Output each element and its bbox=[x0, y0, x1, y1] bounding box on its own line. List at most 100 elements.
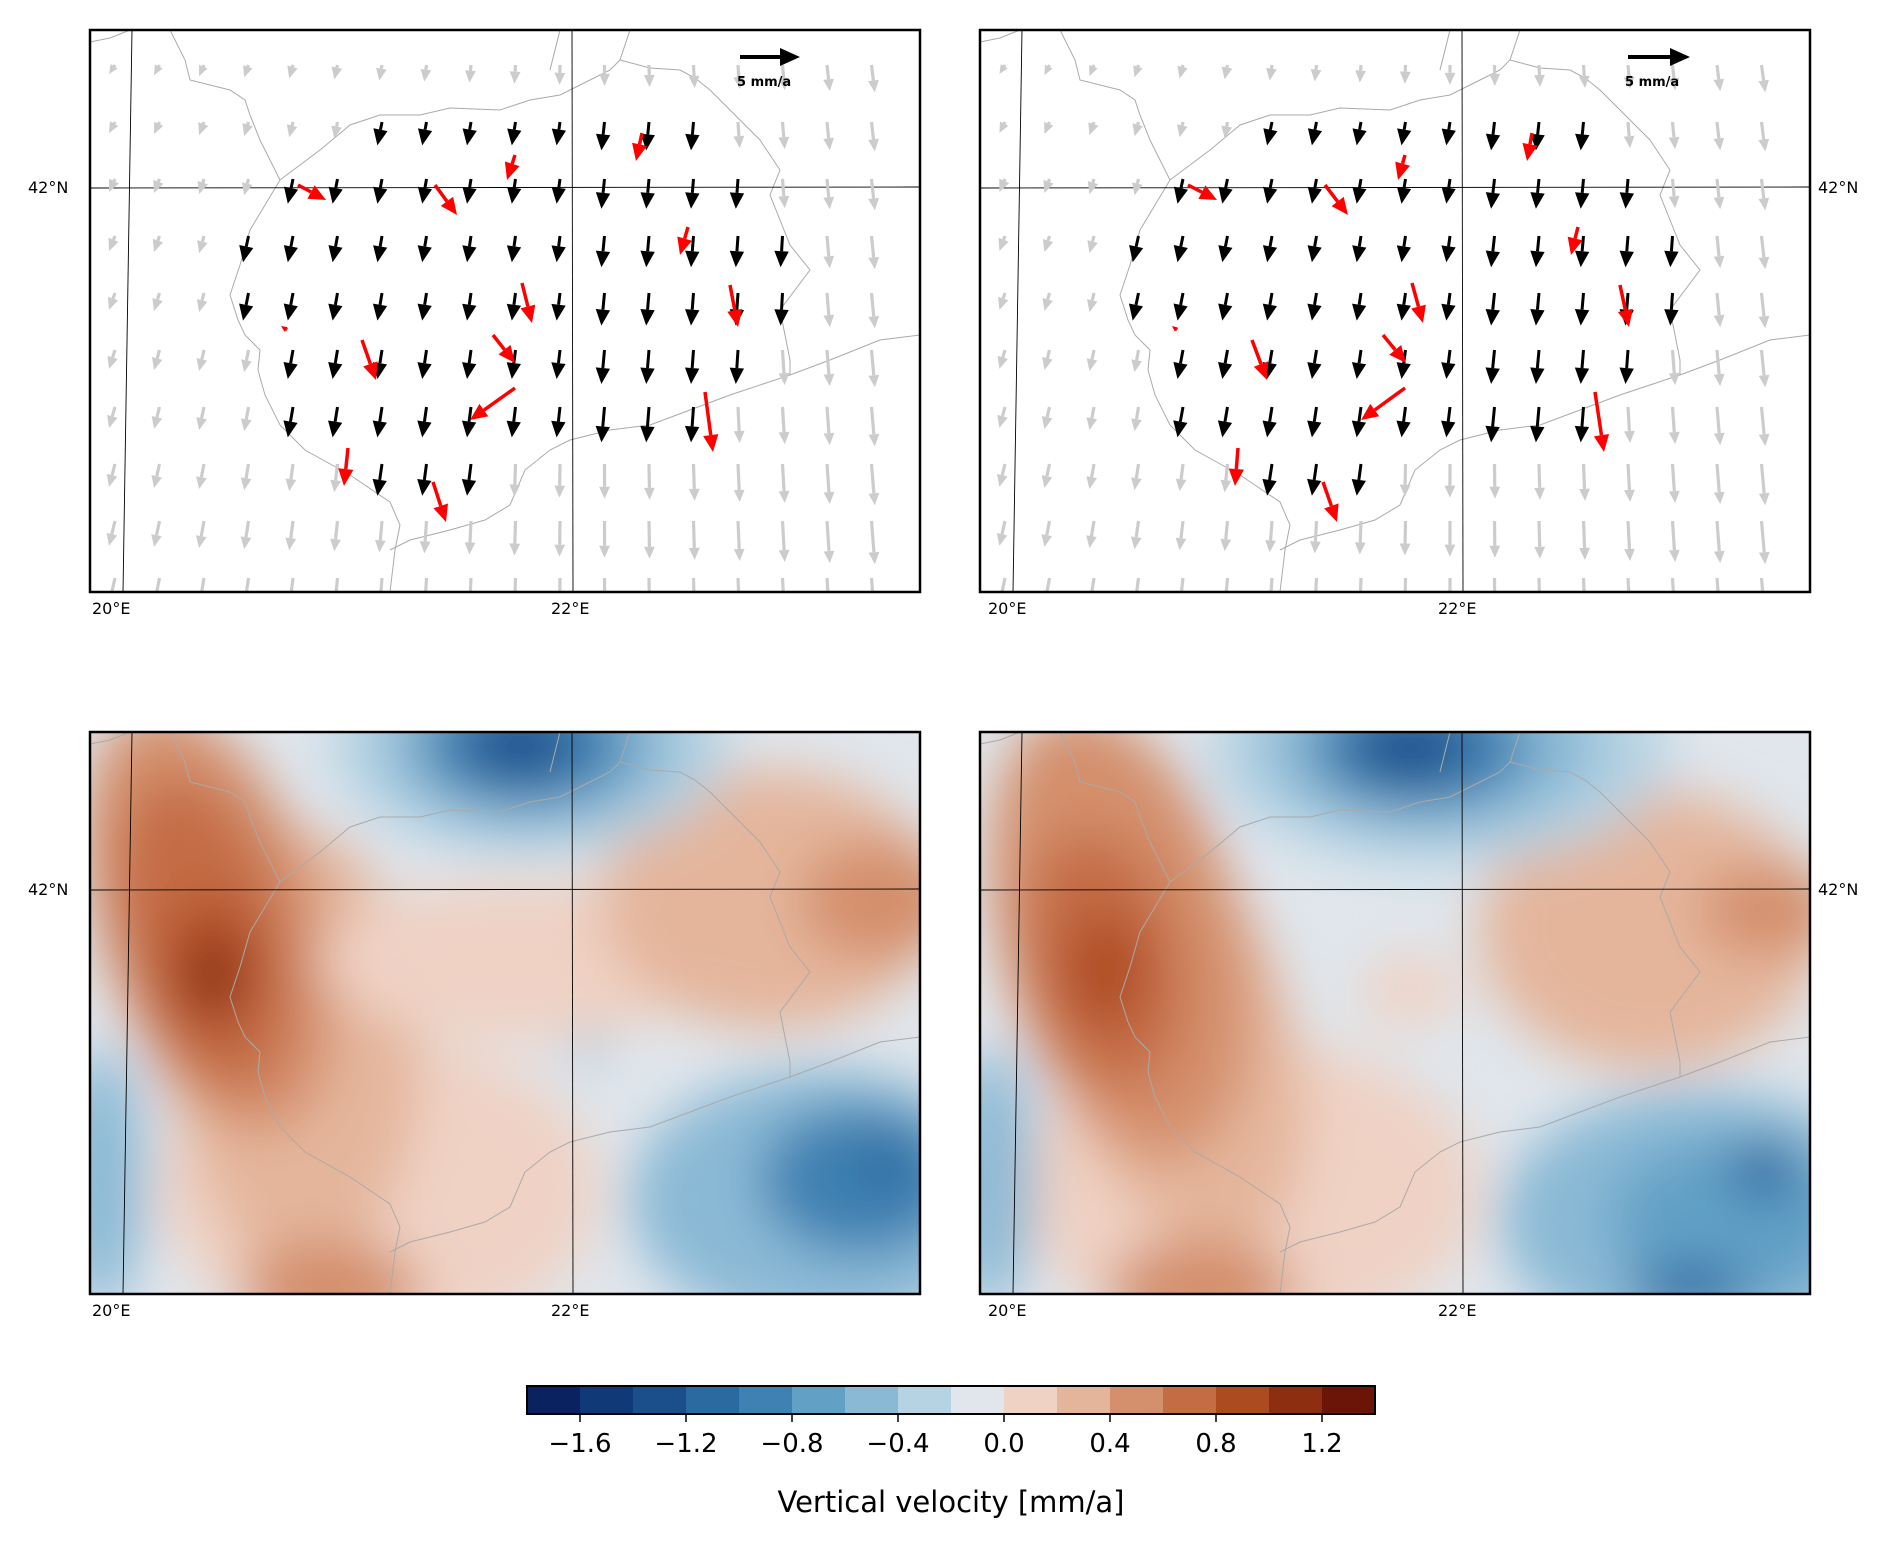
vector-arrow-outside-head bbox=[1669, 609, 1680, 621]
vector-arrow-inside-shaft bbox=[648, 350, 649, 368]
vector-arrow-outside-shaft bbox=[426, 65, 427, 70]
vector-arrow-inside-shaft bbox=[648, 179, 649, 193]
vector-arrow-outside-shaft bbox=[1226, 464, 1228, 480]
vector-arrow-outside-shaft bbox=[1136, 407, 1138, 419]
vector-arrow-inside-shaft bbox=[558, 350, 560, 363]
vector-arrow-outside-shaft bbox=[1717, 179, 1719, 197]
vector-arrow-outside-head bbox=[1400, 602, 1411, 614]
vector-arrow-inside-shaft bbox=[1270, 179, 1272, 188]
vector-arrow-outside-shaft bbox=[1004, 179, 1005, 181]
scale-label: 5 mm/a bbox=[737, 75, 791, 90]
vector-arrow-inside-shaft bbox=[1404, 293, 1406, 305]
vector-arrow-inside-shaft bbox=[1493, 350, 1495, 368]
vector-arrow-outside-shaft bbox=[1182, 122, 1183, 126]
vector-arrow-outside-shaft bbox=[1315, 578, 1316, 600]
vector-arrow-outside-shaft bbox=[158, 293, 160, 300]
vector-arrow-inside-shaft bbox=[514, 407, 516, 422]
panel-top-right: 5 mm/a 42°N 20°E 22°E bbox=[980, 30, 1858, 623]
vector-arrow-outside-shaft bbox=[291, 521, 293, 538]
vector-arrow-outside-shaft bbox=[1093, 65, 1094, 67]
vector-arrow-outside-shaft bbox=[113, 350, 115, 357]
vector-arrow-outside-head bbox=[689, 607, 700, 619]
vector-arrow-inside-shaft bbox=[1404, 179, 1405, 188]
vector-arrow-outside-head bbox=[375, 599, 386, 611]
vector-arrow-inside-shaft bbox=[737, 179, 738, 193]
lat-label: 42°N bbox=[1818, 880, 1858, 899]
vector-arrow-outside-shaft bbox=[1315, 521, 1316, 541]
vector-arrow-inside-shaft bbox=[692, 122, 693, 134]
vector-arrow-outside-head bbox=[1176, 597, 1187, 610]
vector-arrow-outside-head bbox=[465, 601, 476, 613]
vector-arrow-outside-head bbox=[1759, 611, 1770, 623]
vector-arrow-inside-shaft bbox=[380, 179, 382, 188]
vector-arrow-outside-shaft bbox=[783, 350, 784, 373]
vector-arrow-inside-shaft bbox=[1671, 236, 1672, 251]
vector-arrow-outside-shaft bbox=[470, 65, 471, 71]
lon-label-20: 20°E bbox=[988, 1301, 1026, 1320]
vector-arrow-outside-shaft bbox=[872, 122, 874, 139]
vector-arrow-outside-head bbox=[1355, 601, 1366, 613]
colorbar-cell bbox=[1004, 1386, 1058, 1414]
vector-arrow-outside-shaft bbox=[1584, 65, 1585, 76]
vector-arrow-inside-shaft bbox=[648, 122, 649, 134]
vector-arrow-inside-shaft bbox=[336, 236, 338, 246]
vector-arrow-outside-shaft bbox=[470, 578, 471, 601]
vector-arrow-outside-shaft bbox=[783, 122, 784, 137]
colorbar-cells bbox=[527, 1386, 1376, 1414]
vector-arrow-outside-head bbox=[779, 609, 790, 621]
vector-arrow-outside-shaft bbox=[1226, 521, 1228, 539]
vector-arrow-inside-shaft bbox=[692, 236, 693, 251]
vector-arrow-inside-shaft bbox=[424, 407, 426, 422]
vector-arrow-outside-shaft bbox=[1138, 122, 1139, 125]
vector-arrow-inside-shaft bbox=[1493, 407, 1495, 426]
vector-arrow-inside-shaft bbox=[425, 293, 427, 305]
vector-arrow-outside-head bbox=[285, 597, 296, 610]
vector-arrow-inside-shaft bbox=[380, 236, 382, 246]
vector-arrow-inside-shaft bbox=[1493, 236, 1495, 251]
vector-arrow-outside-shaft bbox=[872, 65, 874, 80]
vector-arrow-outside-shaft bbox=[827, 236, 829, 256]
vector-arrow-outside-shaft bbox=[202, 293, 204, 300]
vector-arrow-inside-shaft bbox=[424, 464, 426, 480]
vector-arrow-outside-shaft bbox=[1673, 578, 1675, 609]
vector-arrow-outside-shaft bbox=[380, 521, 382, 540]
vector-arrow-inside-shaft bbox=[514, 179, 515, 188]
vector-arrow-inside-shaft bbox=[1627, 179, 1628, 193]
vector-arrow-inside-shaft bbox=[603, 179, 604, 193]
vector-arrow-outside-shaft bbox=[1226, 578, 1228, 598]
vector-arrow-inside-shaft bbox=[1359, 293, 1361, 305]
vector-arrow-inside-shaft bbox=[1582, 350, 1583, 368]
vector-arrow-inside-shaft bbox=[1270, 122, 1272, 130]
vector-arrow-outside-shaft bbox=[113, 293, 115, 299]
vector-arrow-outside-head bbox=[1041, 593, 1052, 606]
vector-arrow-outside-shaft bbox=[292, 122, 293, 126]
vector-arrow-outside-shaft bbox=[827, 578, 829, 610]
vector-arrow-inside-shaft bbox=[603, 350, 605, 368]
vector-arrow-outside-shaft bbox=[1673, 521, 1675, 550]
vector-arrow-outlier-shaft bbox=[346, 448, 348, 469]
colorbar-cell bbox=[1163, 1386, 1217, 1414]
vector-arrow-inside-shaft bbox=[1448, 407, 1450, 422]
vector-arrow-outside-shaft bbox=[827, 65, 829, 79]
vector-arrow-outside-head bbox=[509, 602, 520, 614]
vector-arrow-outside-shaft bbox=[1717, 293, 1719, 315]
vector-arrow-inside-shaft bbox=[469, 350, 471, 363]
vector-arrow-outside-shaft bbox=[247, 179, 248, 184]
vector-arrow-inside-shaft bbox=[647, 407, 649, 426]
colorbar-cell bbox=[951, 1386, 1005, 1414]
vector-arrow-outside-shaft bbox=[1628, 122, 1629, 136]
vector-arrow-outside-shaft bbox=[1092, 350, 1094, 359]
vector-arrow-outside-head bbox=[824, 610, 835, 622]
vector-arrow-outside-shaft bbox=[738, 464, 739, 490]
vector-arrow-outside-shaft bbox=[203, 65, 204, 67]
vector-arrow-inside-shaft bbox=[559, 122, 560, 130]
vector-arrow-outside-shaft bbox=[1762, 65, 1764, 80]
vector-arrow-inside-shaft bbox=[514, 236, 515, 246]
vector-arrow-inside-shaft bbox=[380, 350, 382, 363]
vector-arrow-outside-shaft bbox=[157, 350, 159, 358]
vector-arrow-outside-shaft bbox=[515, 578, 516, 603]
vector-arrow-outside-shaft bbox=[1539, 464, 1540, 488]
